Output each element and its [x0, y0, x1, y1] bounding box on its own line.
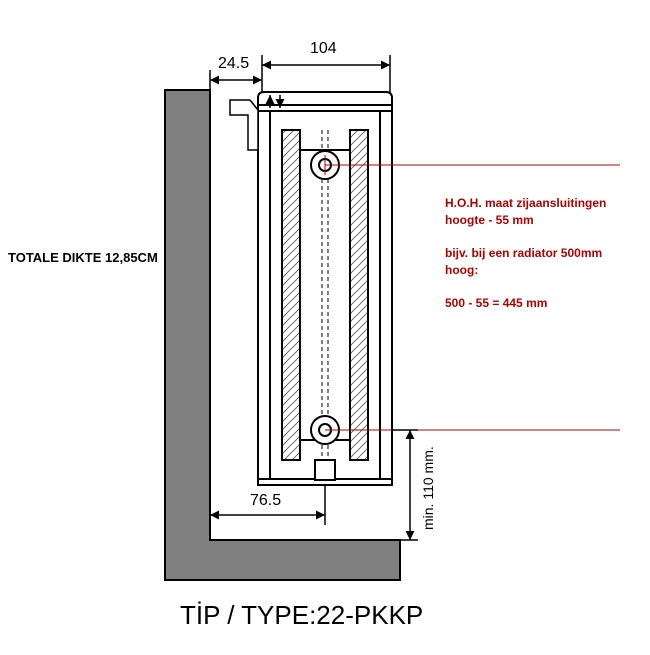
dim-wall-offset: 24.5: [218, 55, 249, 73]
annotation-line4: hoog:: [445, 262, 478, 279]
radiator-body: [258, 92, 392, 485]
annotation-line3: bijv. bij een radiator 500mm: [445, 245, 602, 262]
dim-inner-offset: 76.5: [250, 492, 281, 510]
technical-diagram: [0, 0, 650, 650]
dimension-min-height: [392, 430, 418, 540]
total-thickness-label: TOTALE DIKTE 12,85CM: [8, 250, 158, 265]
type-title: TİP / TYPE:22-PKKP: [180, 600, 423, 631]
annotation-line1: H.O.H. maat zijaansluitingen: [445, 195, 606, 212]
dim-min-height: min. 110 mm.: [420, 446, 436, 530]
annotation-line5: 500 - 55 = 445 mm: [445, 295, 547, 312]
annotation-line2: hoogte - 55 mm: [445, 212, 534, 229]
dim-radiator-width: 104: [310, 40, 337, 58]
